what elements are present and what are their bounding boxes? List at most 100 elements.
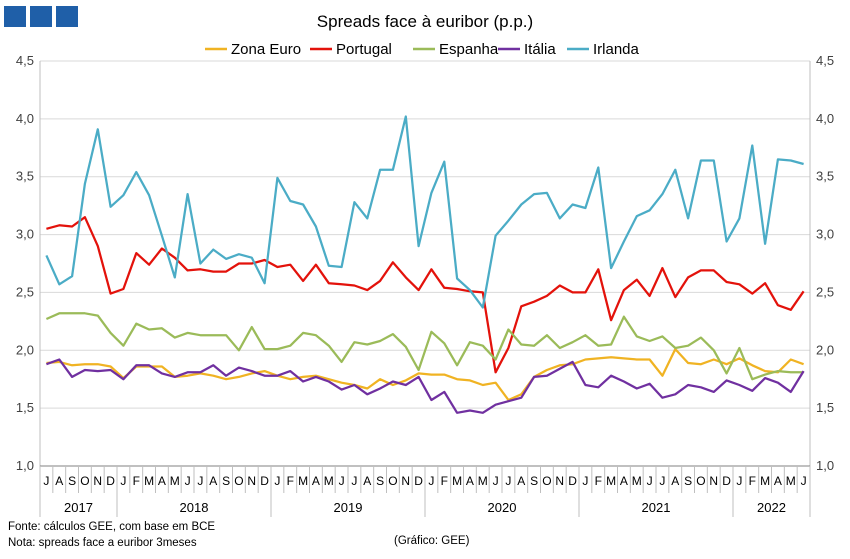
year-label: 2017 — [64, 500, 93, 515]
month-label: N — [709, 474, 718, 488]
month-label: N — [401, 474, 410, 488]
y-tick-label: 2,5 — [16, 284, 34, 299]
y-tick-label: 4,0 — [16, 111, 34, 126]
series-line-3 — [46, 358, 805, 414]
month-label: A — [620, 474, 628, 488]
month-label: D — [260, 474, 269, 488]
y-tick-label: 4,0 — [816, 111, 834, 126]
month-label: J — [659, 474, 665, 488]
month-label: A — [466, 474, 474, 488]
series-lines — [45, 115, 805, 414]
month-label: O — [234, 474, 243, 488]
y-tick-label: 4,5 — [16, 53, 34, 68]
month-label: M — [144, 474, 154, 488]
month-label: F — [133, 474, 140, 488]
month-label: J — [647, 474, 653, 488]
month-label: J — [120, 474, 126, 488]
y-tick-label: 1,5 — [16, 400, 34, 415]
month-label: A — [312, 474, 320, 488]
month-label: D — [722, 474, 731, 488]
month-label: F — [595, 474, 602, 488]
legend-label: Irlanda — [593, 41, 640, 58]
gee-logo — [4, 6, 78, 27]
month-label: S — [376, 474, 384, 488]
credit-note: (Gráfico: GEE) — [394, 535, 470, 547]
logo-block — [56, 6, 78, 27]
month-label: D — [568, 474, 577, 488]
month-label: A — [158, 474, 166, 488]
month-label: J — [505, 474, 511, 488]
month-label: J — [274, 474, 280, 488]
legend-label: Portugal — [336, 41, 392, 58]
month-label: J — [339, 474, 345, 488]
y-tick-label: 2,0 — [816, 342, 834, 357]
gridlines — [39, 60, 811, 467]
year-label: 2019 — [334, 500, 363, 515]
month-label: M — [760, 474, 770, 488]
y-axis-left: 1,0 1,5 2,0 2,5 3,0 3,5 4,0 4,5 — [16, 53, 34, 473]
y-tick-label: 1,5 — [816, 400, 834, 415]
month-label: A — [55, 474, 63, 488]
y-tick-label: 2,5 — [816, 284, 834, 299]
month-label: F — [749, 474, 756, 488]
y-tick-label: 3,5 — [816, 169, 834, 184]
month-label: M — [170, 474, 180, 488]
y-tick-label: 2,0 — [16, 342, 34, 357]
month-label: A — [517, 474, 525, 488]
legend-label: Itália — [524, 41, 556, 58]
year-label: 2021 — [642, 500, 671, 515]
legend-label: Espanha — [439, 41, 499, 58]
legend-label: Zona Euro — [231, 41, 301, 58]
month-label: M — [786, 474, 796, 488]
month-label: O — [388, 474, 397, 488]
y-axis-right: 1,0 1,5 2,0 2,5 3,0 3,5 4,0 4,5 — [816, 53, 834, 473]
month-label: A — [363, 474, 371, 488]
month-label: M — [478, 474, 488, 488]
month-label: D — [106, 474, 115, 488]
y-tick-label: 3,0 — [816, 227, 834, 242]
month-label: N — [555, 474, 564, 488]
month-label: S — [530, 474, 538, 488]
month-label: J — [185, 474, 191, 488]
logo-block — [30, 6, 52, 27]
source-note: Fonte: cálculos GEE, com base em BCE — [8, 521, 216, 533]
month-label: N — [93, 474, 102, 488]
legend: Zona Euro Portugal Espanha Itália Irlanda — [205, 41, 640, 58]
month-label: J — [582, 474, 588, 488]
month-label: J — [43, 474, 49, 488]
month-label: M — [632, 474, 642, 488]
month-label: M — [298, 474, 308, 488]
month-label: S — [68, 474, 76, 488]
month-label: A — [774, 474, 782, 488]
month-label: J — [351, 474, 357, 488]
month-label: O — [696, 474, 705, 488]
month-label: O — [80, 474, 89, 488]
series-line-4 — [45, 115, 804, 309]
chart-title: Spreads face à euribor (p.p.) — [317, 12, 533, 31]
month-label: M — [452, 474, 462, 488]
month-label: J — [197, 474, 203, 488]
month-label: S — [684, 474, 692, 488]
y-tick-label: 1,0 — [16, 458, 34, 473]
month-label: M — [324, 474, 334, 488]
month-label: M — [606, 474, 616, 488]
logo-block — [4, 6, 26, 27]
series-line-0 — [46, 347, 804, 402]
month-label: D — [414, 474, 423, 488]
month-label: J — [428, 474, 434, 488]
method-note: Nota: spreads face a euribor 3meses — [8, 537, 197, 549]
month-label: A — [209, 474, 217, 488]
y-tick-label: 1,0 — [816, 458, 834, 473]
month-label: F — [287, 474, 294, 488]
month-label: S — [222, 474, 230, 488]
month-label: J — [493, 474, 499, 488]
month-label: J — [736, 474, 742, 488]
year-label: 2018 — [180, 500, 209, 515]
y-tick-label: 4,5 — [816, 53, 834, 68]
year-label: 2020 — [488, 500, 517, 515]
series-line-2 — [45, 312, 804, 381]
month-label: J — [801, 474, 807, 488]
y-tick-label: 3,5 — [16, 169, 34, 184]
